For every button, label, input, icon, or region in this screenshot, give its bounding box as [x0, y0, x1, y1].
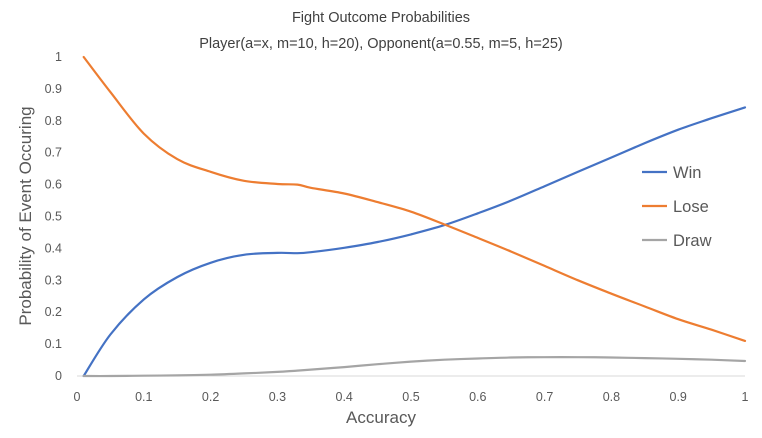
- y-tick-label: 0.9: [45, 82, 62, 96]
- x-tick-label: 0.4: [336, 390, 353, 404]
- legend-label-win: Win: [673, 164, 701, 182]
- chart-subtitle: Player(a=x, m=10, h=20), Opponent(a=0.55…: [199, 36, 563, 52]
- x-tick-label: 1: [742, 390, 749, 404]
- y-tick-label: 0.3: [45, 273, 62, 287]
- y-tick-label: 0.1: [45, 337, 62, 351]
- x-axis-label: Accuracy: [346, 408, 416, 427]
- x-tick-label: 0.5: [402, 390, 419, 404]
- x-tick-label: 0.3: [269, 390, 286, 404]
- y-tick-label: 0.7: [45, 146, 62, 160]
- legend-label-lose: Lose: [673, 198, 709, 216]
- x-tick-label: 0.6: [469, 390, 486, 404]
- x-tick-label: 0.1: [135, 390, 152, 404]
- y-tick-label: 0: [55, 369, 62, 383]
- x-tick-label: 0: [74, 390, 81, 404]
- x-tick-label: 0.9: [670, 390, 687, 404]
- y-tick-label: 0.2: [45, 305, 62, 319]
- y-tick-label: 0.6: [45, 178, 62, 192]
- y-tick-label: 0.8: [45, 114, 62, 128]
- x-tick-label: 0.7: [536, 390, 553, 404]
- chart-title: Fight Outcome Probabilities: [291, 10, 471, 26]
- x-tick-label: 0.2: [202, 390, 219, 404]
- y-tick-label: 0.4: [45, 241, 62, 255]
- series-line-win: [82, 106, 747, 378]
- legend-label-draw: Draw: [673, 232, 712, 250]
- series-line-draw: [82, 356, 747, 378]
- x-tick-label: 0.8: [603, 390, 620, 404]
- y-tick-label: 0.5: [45, 210, 62, 224]
- y-tick-label: 1: [55, 50, 62, 64]
- series-line-lose: [82, 55, 747, 342]
